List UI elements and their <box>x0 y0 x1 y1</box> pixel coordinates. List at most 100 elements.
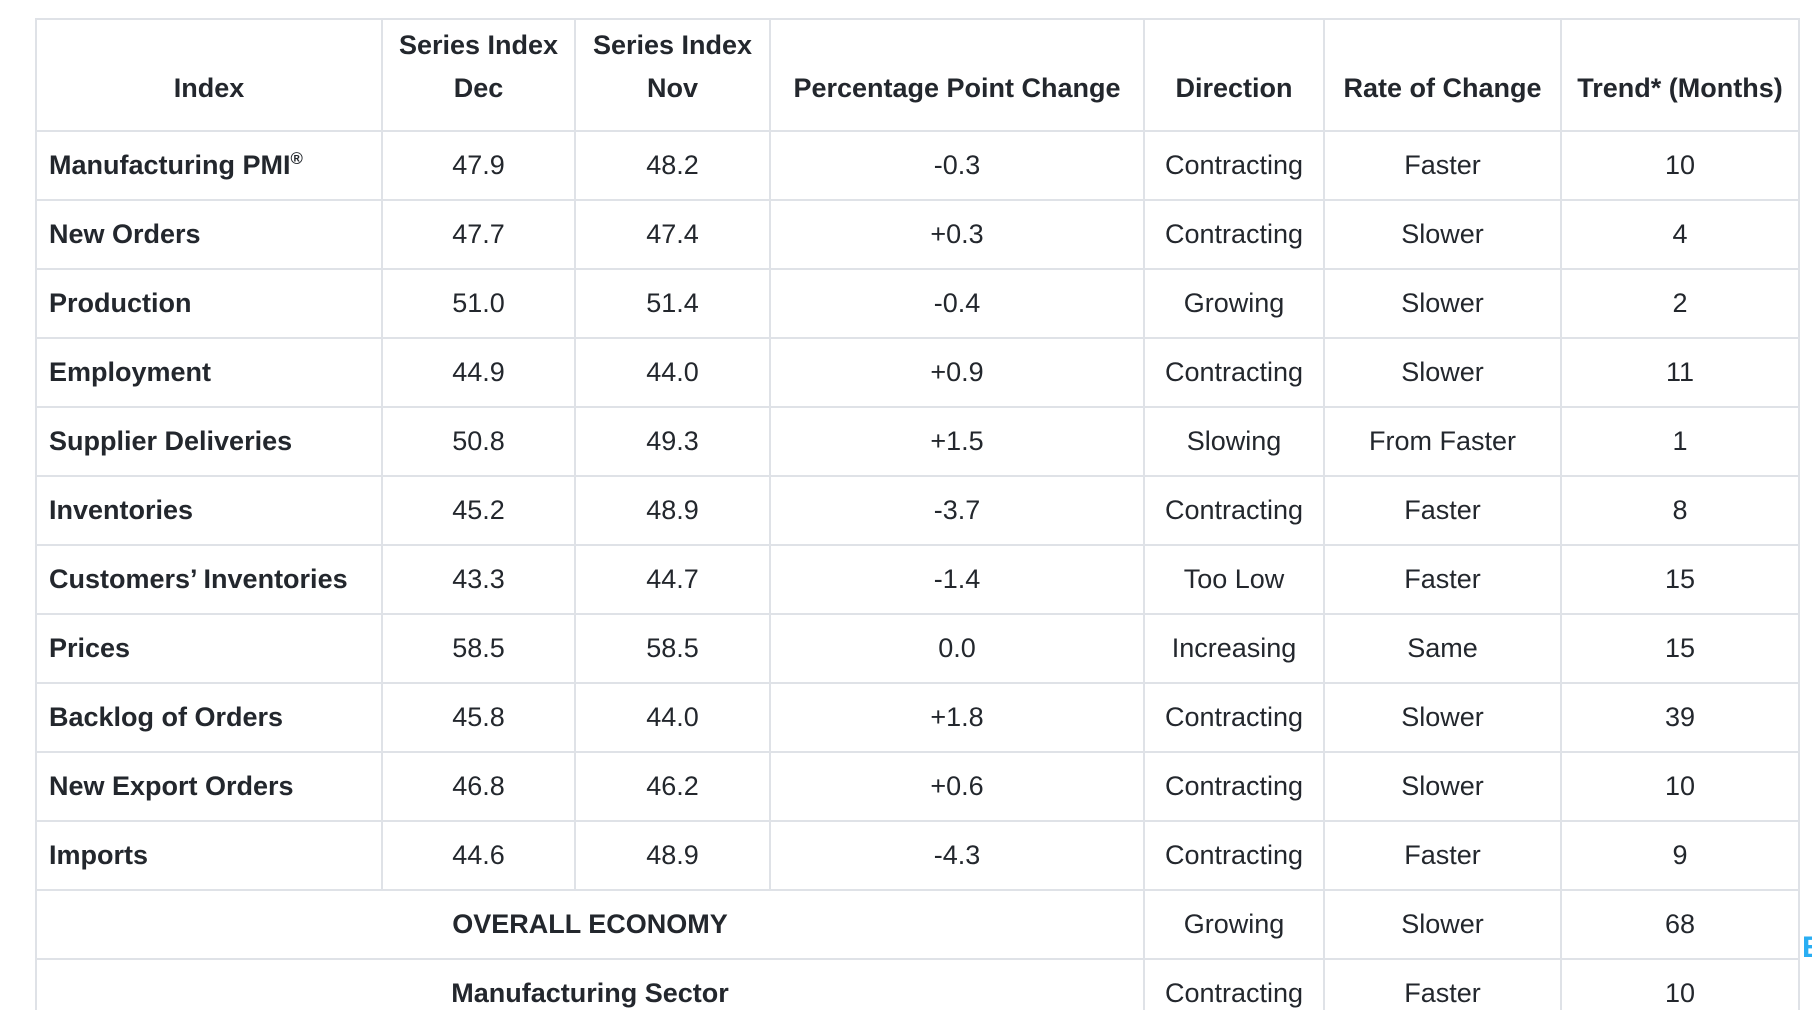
index-cell: Supplier Deliveries <box>35 406 383 477</box>
series-nov-cell: 58.5 <box>574 613 771 684</box>
direction-cell: Contracting <box>1143 682 1325 753</box>
registered-trademark-symbol: ® <box>290 149 303 168</box>
pmi-summary-table: Index Series Index Dec Series Index Nov … <box>35 18 1800 1010</box>
column-header-percentage-point-change: Percentage Point Change <box>769 18 1145 132</box>
table-row: Backlog of Orders 45.8 44.0 +1.8 Contrac… <box>35 682 1800 753</box>
series-nov-cell: 46.2 <box>574 751 771 822</box>
direction-cell: Growing <box>1143 889 1325 960</box>
index-cell: Imports <box>35 820 383 891</box>
summary-label-cell: OVERALL ECONOMY <box>35 889 1145 960</box>
trend-cell: 4 <box>1560 199 1800 270</box>
table-row: Supplier Deliveries 50.8 49.3 +1.5 Slowi… <box>35 406 1800 477</box>
table-row: Manufacturing PMI® 47.9 48.2 -0.3 Contra… <box>35 130 1800 201</box>
series-dec-cell: 45.8 <box>381 682 576 753</box>
trend-cell: 39 <box>1560 682 1800 753</box>
trend-cell: 15 <box>1560 613 1800 684</box>
table-row: Production 51.0 51.4 -0.4 Growing Slower… <box>35 268 1800 339</box>
series-dec-cell: 50.8 <box>381 406 576 477</box>
table-row: Inventories 45.2 48.9 -3.7 Contracting F… <box>35 475 1800 546</box>
change-cell: -4.3 <box>769 820 1145 891</box>
series-dec-cell: 46.8 <box>381 751 576 822</box>
column-header-direction: Direction <box>1143 18 1325 132</box>
index-cell: Manufacturing PMI® <box>35 130 383 201</box>
change-cell: -3.7 <box>769 475 1145 546</box>
rate-cell: Slower <box>1323 751 1562 822</box>
direction-cell: Contracting <box>1143 130 1325 201</box>
rate-cell: Faster <box>1323 475 1562 546</box>
index-cell: Inventories <box>35 475 383 546</box>
trend-cell: 10 <box>1560 751 1800 822</box>
rate-cell: Slower <box>1323 889 1562 960</box>
change-cell: -1.4 <box>769 544 1145 615</box>
series-nov-cell: 47.4 <box>574 199 771 270</box>
rate-cell: Slower <box>1323 268 1562 339</box>
series-nov-cell: 48.9 <box>574 820 771 891</box>
summary-label-cell: Manufacturing Sector <box>35 958 1145 1010</box>
table-row: Employment 44.9 44.0 +0.9 Contracting Sl… <box>35 337 1800 408</box>
trend-cell: 8 <box>1560 475 1800 546</box>
series-dec-cell: 45.2 <box>381 475 576 546</box>
rate-cell: Slower <box>1323 337 1562 408</box>
trend-cell: 15 <box>1560 544 1800 615</box>
series-nov-cell: 44.0 <box>574 337 771 408</box>
summary-row-manufacturing-sector: Manufacturing Sector Contracting Faster … <box>35 958 1800 1010</box>
series-nov-cell: 48.9 <box>574 475 771 546</box>
direction-cell: Contracting <box>1143 958 1325 1010</box>
rate-cell: Faster <box>1323 820 1562 891</box>
clipped-edge-button[interactable]: E <box>1802 931 1812 965</box>
change-cell: +0.9 <box>769 337 1145 408</box>
index-cell: New Orders <box>35 199 383 270</box>
column-header-series-index-nov: Series Index Nov <box>574 18 771 132</box>
trend-cell: 1 <box>1560 406 1800 477</box>
direction-cell: Contracting <box>1143 337 1325 408</box>
change-cell: +1.8 <box>769 682 1145 753</box>
table-row: Prices 58.5 58.5 0.0 Increasing Same 15 <box>35 613 1800 684</box>
header-row: Index Series Index Dec Series Index Nov … <box>35 18 1800 132</box>
column-header-trend-months: Trend* (Months) <box>1560 18 1800 132</box>
trend-cell: 9 <box>1560 820 1800 891</box>
change-cell: -0.4 <box>769 268 1145 339</box>
trend-cell: 68 <box>1560 889 1800 960</box>
rate-cell: Faster <box>1323 958 1562 1010</box>
index-cell: New Export Orders <box>35 751 383 822</box>
index-cell: Production <box>35 268 383 339</box>
series-dec-cell: 44.6 <box>381 820 576 891</box>
trend-cell: 10 <box>1560 958 1800 1010</box>
rate-cell: Slower <box>1323 199 1562 270</box>
series-dec-cell: 43.3 <box>381 544 576 615</box>
column-header-index: Index <box>35 18 383 132</box>
change-cell: +0.3 <box>769 199 1145 270</box>
index-label: Manufacturing PMI <box>49 150 291 180</box>
rate-cell: Slower <box>1323 682 1562 753</box>
index-cell: Customers’ Inventories <box>35 544 383 615</box>
direction-cell: Growing <box>1143 268 1325 339</box>
series-dec-cell: 47.9 <box>381 130 576 201</box>
direction-cell: Too Low <box>1143 544 1325 615</box>
table-row: Customers’ Inventories 43.3 44.7 -1.4 To… <box>35 544 1800 615</box>
table-row: Imports 44.6 48.9 -4.3 Contracting Faste… <box>35 820 1800 891</box>
pmi-summary-table-container: Index Series Index Dec Series Index Nov … <box>35 18 1800 1010</box>
series-dec-cell: 47.7 <box>381 199 576 270</box>
column-header-series-index-dec: Series Index Dec <box>381 18 576 132</box>
series-nov-cell: 49.3 <box>574 406 771 477</box>
change-cell: +0.6 <box>769 751 1145 822</box>
trend-cell: 2 <box>1560 268 1800 339</box>
direction-cell: Contracting <box>1143 820 1325 891</box>
trend-cell: 10 <box>1560 130 1800 201</box>
trend-cell: 11 <box>1560 337 1800 408</box>
direction-cell: Slowing <box>1143 406 1325 477</box>
change-cell: -0.3 <box>769 130 1145 201</box>
index-cell: Prices <box>35 613 383 684</box>
table-row: New Export Orders 46.8 46.2 +0.6 Contrac… <box>35 751 1800 822</box>
series-nov-cell: 44.0 <box>574 682 771 753</box>
table-row: New Orders 47.7 47.4 +0.3 Contracting Sl… <box>35 199 1800 270</box>
series-dec-cell: 44.9 <box>381 337 576 408</box>
change-cell: +1.5 <box>769 406 1145 477</box>
index-cell: Backlog of Orders <box>35 682 383 753</box>
index-cell: Employment <box>35 337 383 408</box>
series-nov-cell: 51.4 <box>574 268 771 339</box>
series-nov-cell: 48.2 <box>574 130 771 201</box>
rate-cell: Faster <box>1323 130 1562 201</box>
rate-cell: Same <box>1323 613 1562 684</box>
summary-row-overall-economy: OVERALL ECONOMY Growing Slower 68 <box>35 889 1800 960</box>
